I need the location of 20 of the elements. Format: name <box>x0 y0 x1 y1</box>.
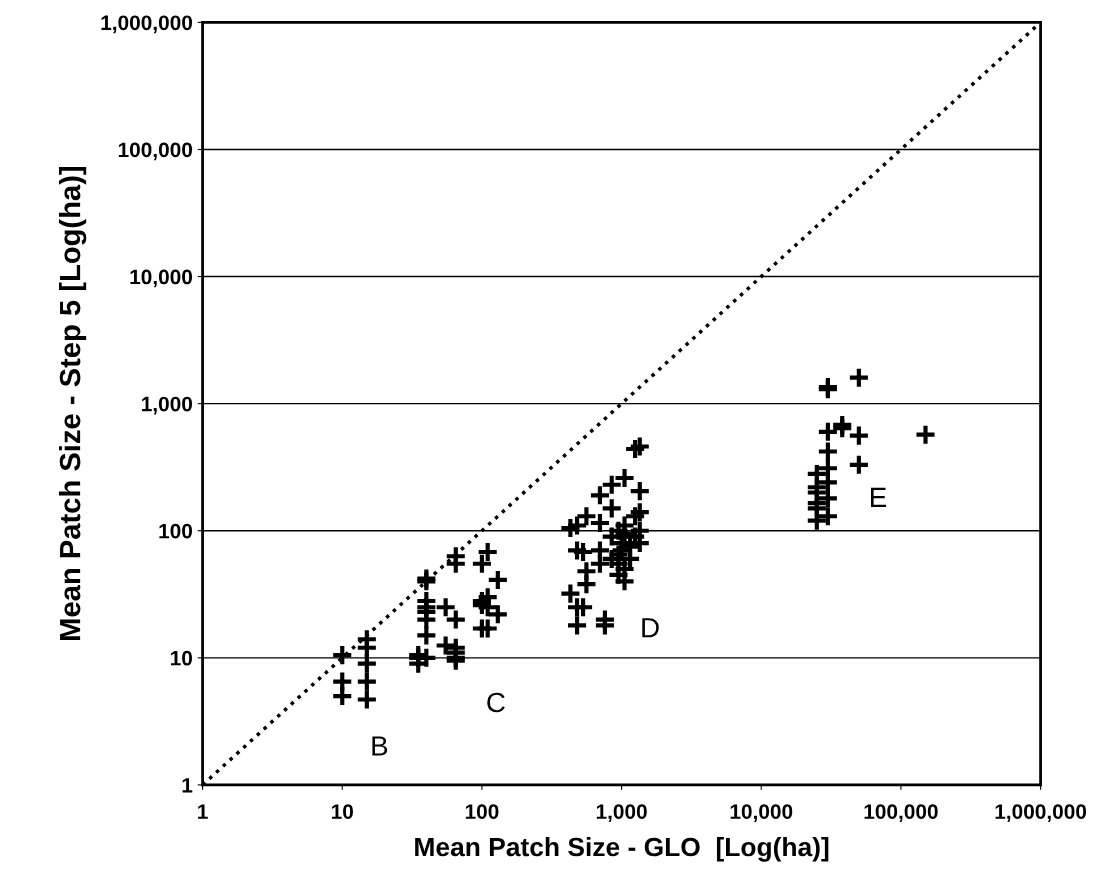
y-tick-label: 100,000 <box>118 142 193 161</box>
y-tick-label: 10 <box>171 650 193 666</box>
annotation: C <box>487 692 505 713</box>
x-axis-title: Mean Patch Size - GLO [Log(ha)] <box>415 836 829 862</box>
y-tick-label: 1 <box>182 778 193 793</box>
annotation: D <box>642 618 659 638</box>
x-tick-label: 1 <box>198 804 208 819</box>
annotation: B <box>372 736 388 756</box>
y-tick-label: 1,000,000 <box>101 15 193 34</box>
x-tick-label: 100 <box>465 804 499 819</box>
x-tick-label: 100,000 <box>864 804 938 822</box>
x-tick-label: 10,000 <box>730 804 793 822</box>
x-tick-label: 10 <box>331 804 353 819</box>
y-axis-title: Mean Patch Size - Step 5 [Log(ha)] <box>58 167 87 640</box>
y-tick-label: 10,000 <box>130 269 193 288</box>
y-tick-label: 1,000 <box>142 396 193 415</box>
x-tick-label: 1,000,000 <box>995 804 1087 822</box>
y-tick-label: 100 <box>159 523 193 539</box>
x-tick-label: 1,000 <box>596 804 647 822</box>
annotation: E <box>871 487 887 507</box>
